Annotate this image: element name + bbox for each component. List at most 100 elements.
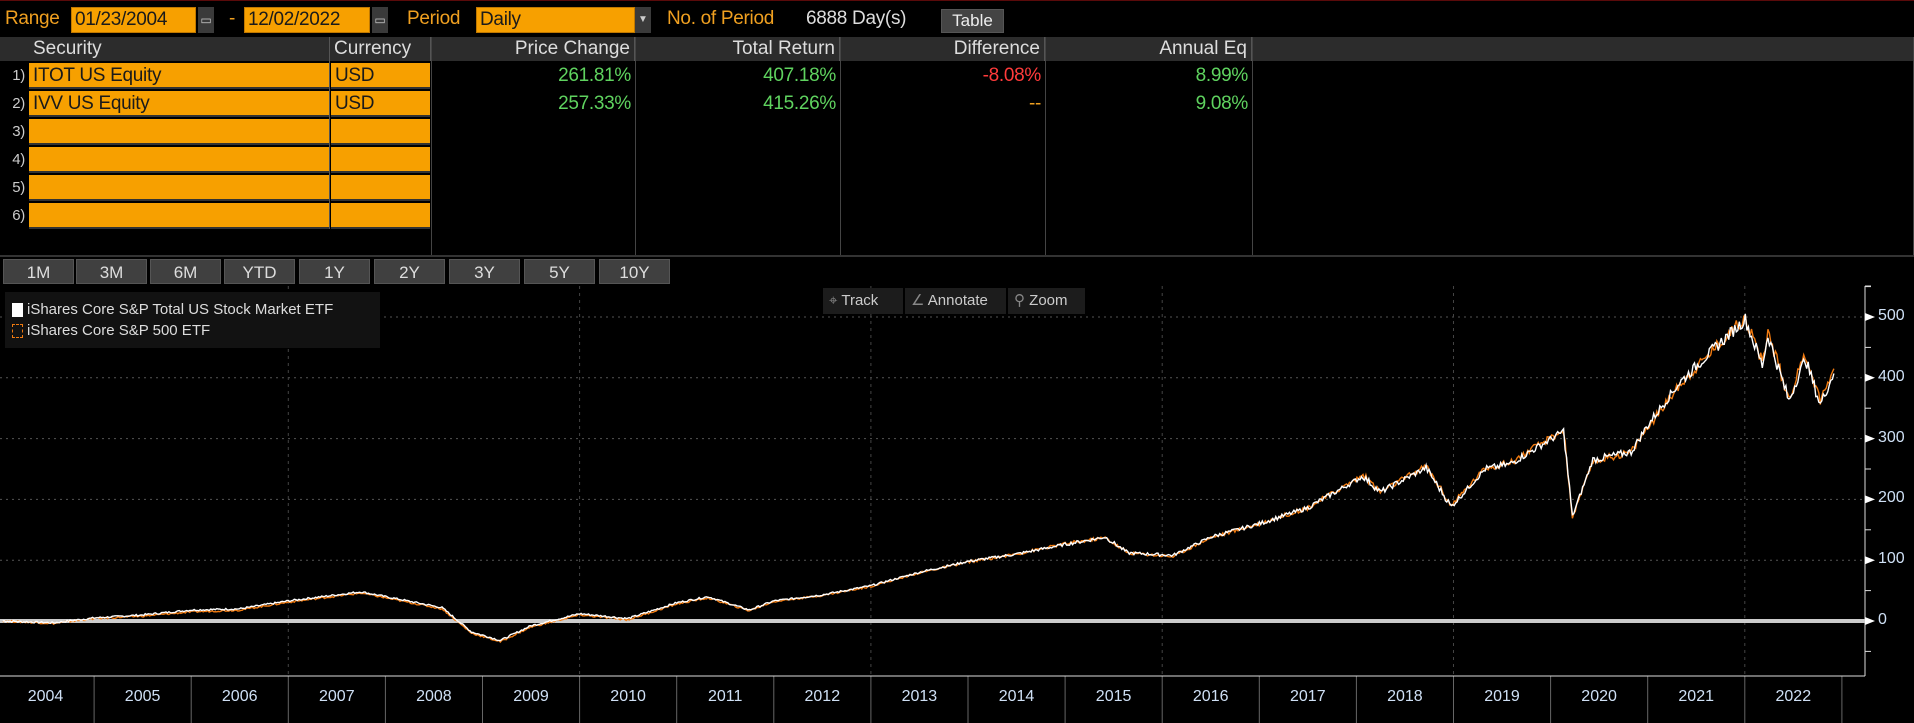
range-5y-button[interactable]: 5Y	[524, 259, 595, 284]
range-6m-button[interactable]: 6M	[150, 259, 221, 284]
col-security[interactable]: Security	[29, 37, 330, 61]
legend-swatch-orange	[12, 324, 23, 338]
x-tick-label: 2012	[804, 688, 841, 705]
difference-value: -8.08%	[982, 65, 1042, 86]
pencil-icon: ∠	[911, 292, 928, 309]
annual-eq-value: 9.08%	[1195, 93, 1249, 114]
col-difference[interactable]: Difference	[840, 37, 1045, 61]
x-tick-label: 2013	[901, 688, 938, 705]
row-number: 5)	[12, 179, 25, 196]
y-tick-label: 300	[1878, 428, 1905, 446]
table-button[interactable]: Table	[941, 9, 1004, 33]
range-2y-button[interactable]: 2Y	[374, 259, 445, 284]
annual-eq-value: 8.99%	[1195, 65, 1249, 86]
security-field[interactable]: ITOT US Equity	[29, 63, 329, 89]
end-date-input[interactable]: 12/02/2022	[244, 7, 370, 33]
top-bar: Range 01/23/2004 ▭ - 12/02/2022 ▭ Period…	[0, 0, 1914, 36]
y-tick-marker	[1865, 434, 1875, 443]
price-change-value: 257.33%	[558, 93, 631, 114]
x-tick-label: 2007	[319, 688, 355, 705]
series-line-ivv	[2, 313, 1835, 644]
legend-swatch-white	[12, 303, 23, 317]
col-currency[interactable]: Currency	[330, 37, 431, 61]
range-3m-button[interactable]: 3M	[76, 259, 147, 284]
divider	[1045, 37, 1046, 257]
security-field[interactable]: IVV US Equity	[29, 91, 329, 117]
series-line-itot	[2, 313, 1835, 642]
x-tick-label: 2008	[416, 688, 452, 705]
currency-field[interactable]	[331, 175, 430, 201]
row-number: 1)	[12, 67, 25, 84]
start-calendar-icon[interactable]: ▭	[198, 7, 214, 33]
currency-field[interactable]	[331, 147, 430, 173]
range-dash: -	[229, 8, 236, 29]
col-price-change[interactable]: Price Change	[431, 37, 635, 61]
x-tick-label: 2020	[1581, 688, 1617, 705]
difference-value: --	[1028, 93, 1041, 114]
zoom-label: Zoom	[1029, 292, 1068, 309]
x-tick-label: 2004	[27, 688, 64, 705]
currency-field[interactable]: USD	[331, 91, 430, 117]
divider	[840, 37, 841, 257]
range-3y-button[interactable]: 3Y	[449, 259, 520, 284]
zoom-button[interactable]: ⚲ Zoom	[1008, 288, 1085, 314]
security-field[interactable]	[29, 203, 329, 229]
x-tick-label: 2006	[221, 688, 258, 705]
chevron-down-icon[interactable]: ▼	[635, 7, 651, 33]
legend-item-itot: iShares Core S&P Total US Stock Market E…	[27, 301, 334, 318]
row-number: 2)	[12, 95, 25, 112]
currency-field[interactable]	[331, 203, 430, 229]
y-tick-marker	[1865, 373, 1875, 382]
start-date-input[interactable]: 01/23/2004	[71, 7, 196, 33]
price-change-value: 261.81%	[558, 65, 631, 86]
range-10y-button[interactable]: 10Y	[599, 259, 670, 284]
total-return-value: 407.18%	[763, 65, 836, 86]
x-tick-label: 2009	[513, 688, 549, 705]
row-number: 6)	[12, 207, 25, 224]
range-1y-button[interactable]: 1Y	[299, 259, 370, 284]
annotate-label: Annotate	[927, 292, 988, 309]
divider	[635, 37, 636, 257]
col-annual-eq[interactable]: Annual Eq	[1045, 37, 1252, 61]
divider	[0, 255, 1914, 257]
range-label: Range	[5, 8, 60, 29]
end-calendar-icon[interactable]: ▭	[372, 7, 388, 33]
currency-field[interactable]: USD	[331, 63, 430, 89]
col-total-return[interactable]: Total Return	[635, 37, 840, 61]
y-tick-label: 0	[1878, 611, 1887, 628]
period-label: Period	[407, 8, 461, 29]
currency-field[interactable]	[331, 119, 430, 145]
period-select[interactable]: Daily	[476, 7, 635, 33]
x-tick-label: 2015	[1095, 688, 1132, 705]
security-field[interactable]	[29, 175, 329, 201]
securities-table: Security Currency Price Change Total Ret…	[0, 37, 1914, 257]
track-button[interactable]: ⌖ Track	[823, 288, 903, 314]
range-ytd-button[interactable]: YTD	[224, 259, 295, 284]
row-number: 4)	[12, 151, 25, 168]
x-tick-label: 2014	[998, 688, 1035, 705]
divider	[329, 61, 330, 229]
x-tick-label: 2011	[707, 688, 743, 705]
num-period-label: No. of Period	[667, 8, 774, 29]
legend-item-ivv: iShares Core S&P 500 ETF	[27, 322, 211, 339]
crosshair-icon: ⌖	[829, 292, 842, 309]
x-tick-label: 2022	[1775, 688, 1812, 705]
y-tick-marker	[1865, 617, 1875, 625]
y-tick-label: 500	[1878, 307, 1905, 324]
num-period-value: 6888 Day(s)	[806, 8, 907, 29]
y-tick-marker	[1865, 495, 1875, 504]
annotate-button[interactable]: ∠ Annotate	[905, 288, 1006, 314]
y-tick-marker	[1865, 313, 1875, 321]
y-tick-marker	[1865, 556, 1875, 565]
security-field[interactable]	[29, 147, 329, 173]
x-tick-label: 2005	[124, 688, 161, 705]
x-tick-label: 2019	[1484, 688, 1520, 705]
y-tick-label: 200	[1878, 489, 1905, 507]
magnifier-icon: ⚲	[1014, 292, 1030, 309]
x-tick-label: 2021	[1678, 688, 1714, 705]
x-tick-label: 2017	[1290, 688, 1326, 705]
chart-legend: iShares Core S&P Total US Stock Market E…	[5, 292, 380, 348]
range-1m-button[interactable]: 1M	[3, 259, 74, 284]
security-field[interactable]	[29, 119, 329, 145]
